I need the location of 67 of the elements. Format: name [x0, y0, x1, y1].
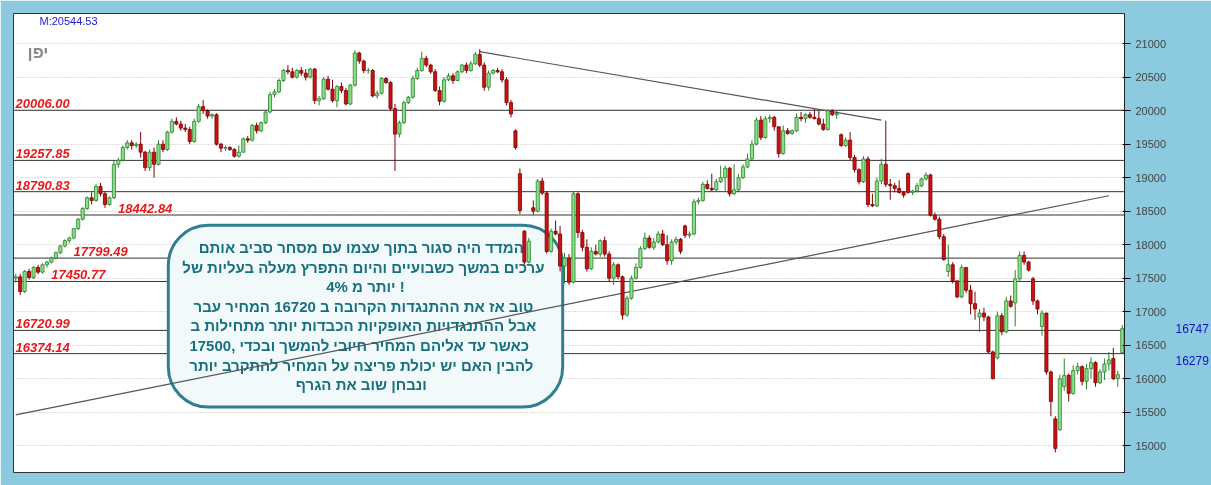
candlestick [669, 238, 674, 266]
candlestick [977, 308, 982, 333]
y-tick-label: 17000 [1135, 305, 1167, 318]
candlestick [22, 269, 27, 294]
candlestick [513, 128, 518, 151]
text: 16279 [1175, 354, 1210, 369]
candlestick [1066, 372, 1071, 402]
candlestick [1120, 324, 1125, 355]
candlestick [451, 72, 455, 85]
candlestick [999, 312, 1004, 336]
candlestick [1071, 364, 1076, 396]
candlestick [156, 139, 161, 167]
y-tick-label: 17500 [1135, 272, 1167, 285]
y-tick-label: 16500 [1135, 339, 1167, 352]
ref-line-label: 16374.14 [15, 339, 71, 355]
text: 16747 [1175, 322, 1210, 337]
candlestick [732, 163, 737, 196]
candlestick [321, 76, 326, 101]
candlestick [335, 84, 339, 108]
y-tick-label: 18000 [1135, 238, 1167, 251]
candlestick [758, 115, 763, 141]
candlestick [794, 112, 799, 133]
candlestick [147, 149, 152, 172]
candlestick [330, 79, 335, 104]
candlestick [825, 108, 830, 132]
ref-line-label: 17450.77 [51, 267, 107, 283]
ref-line-label: 18790.83 [15, 177, 71, 193]
candlestick [611, 261, 616, 286]
candlestick [589, 246, 594, 271]
candlestick [486, 69, 491, 92]
y-tick-label: 15500 [1135, 406, 1167, 419]
y-tick-label: 20500 [1135, 71, 1167, 84]
candlestick [526, 237, 531, 264]
candlestick [161, 139, 165, 153]
text: יפן [27, 43, 49, 63]
candlestick [152, 147, 157, 179]
y-tick-label: 19000 [1135, 171, 1167, 184]
y-tick-label: 21000 [1135, 37, 1167, 50]
y-tick-label: 19500 [1135, 138, 1167, 151]
candlestick [1093, 360, 1098, 388]
candlestick [1111, 347, 1116, 381]
candlestick [442, 76, 447, 104]
ref-line-label: 16720.99 [15, 316, 71, 332]
candlestick [781, 124, 786, 156]
candlestick [946, 244, 951, 278]
y-tick-label: 16000 [1135, 372, 1167, 385]
candlestick [1080, 364, 1085, 386]
candlestick [201, 99, 206, 115]
ref-line-label: 18442.84 [118, 201, 174, 216]
y-tick-label: 18500 [1135, 205, 1167, 218]
candlestick [700, 181, 705, 203]
candlestick [18, 273, 23, 296]
candlestick [799, 111, 803, 122]
candlestick [861, 155, 866, 184]
candlestick [210, 112, 215, 120]
candlestick [549, 228, 554, 254]
candlestick [883, 120, 888, 188]
annotation: M:20544.53 [39, 14, 98, 27]
y-tick-label: 15000 [1135, 439, 1167, 452]
ref-line-label: 19257.85 [15, 146, 71, 162]
candlestick [562, 252, 567, 285]
candlestick [763, 115, 768, 140]
candlestick [1106, 351, 1111, 372]
ref-line-label: 17799.49 [73, 244, 129, 260]
ref-line-label: 20006.00 [14, 96, 71, 112]
candlestick [1039, 309, 1044, 337]
y-tick-label: 20000 [1135, 104, 1167, 117]
